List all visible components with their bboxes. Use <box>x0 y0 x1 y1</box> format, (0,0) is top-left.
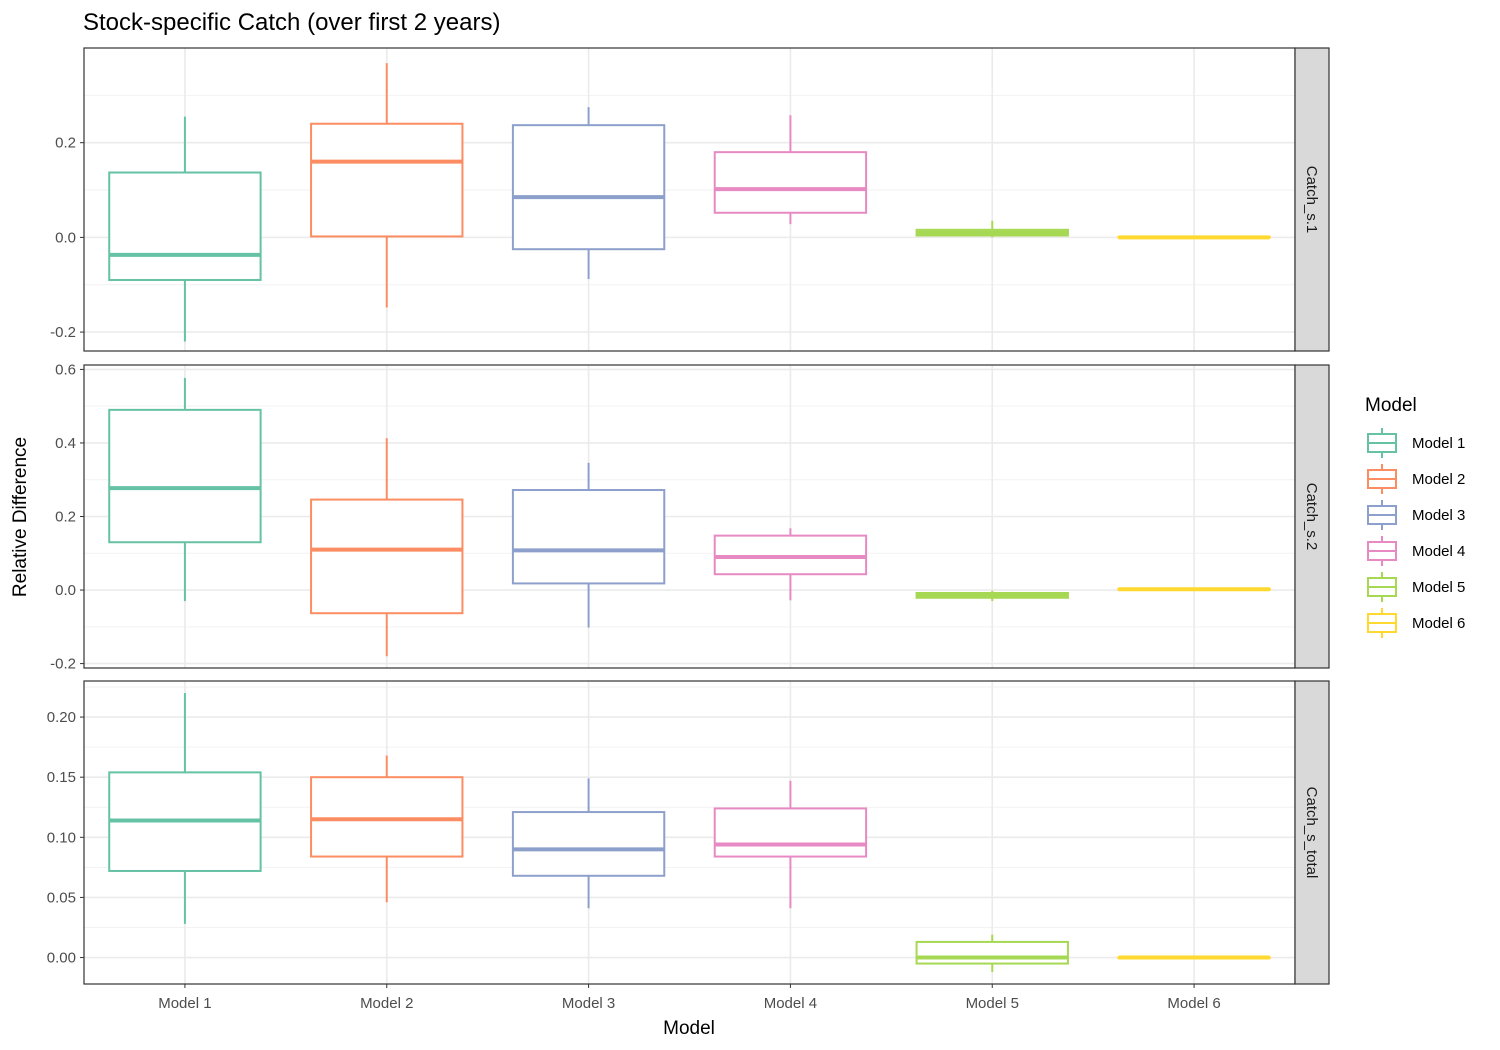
legend-label: Model 1 <box>1412 435 1465 452</box>
y-tick-label: 0.2 <box>55 135 76 152</box>
legend-title: Model <box>1365 395 1417 416</box>
x-tick-label: Model 2 <box>360 995 413 1012</box>
y-tick-label: 0.0 <box>55 229 76 246</box>
panel-background <box>84 48 1295 351</box>
x-tick-label: Model 6 <box>1167 995 1220 1012</box>
y-tick-label: -0.2 <box>50 656 76 673</box>
legend-key-2 <box>1368 464 1396 494</box>
x-axis: Model 1 Model 2 Model 3 Model 4 Model 5 Model… <box>158 984 1221 1012</box>
legend-label: Model 5 <box>1412 579 1465 596</box>
legend-key-3 <box>1368 500 1396 530</box>
box-iqr <box>109 173 260 280</box>
box-model-6 <box>1118 958 1269 959</box>
y-axis-title: Relative Difference <box>10 437 31 597</box>
legend-label: Model 6 <box>1412 615 1465 632</box>
box-iqr <box>513 125 664 249</box>
panel-2: -0.2 0.0 0.2 0.4 0.6 Catch_s.2 <box>50 361 1329 672</box>
legend-label: Model 2 <box>1412 471 1465 488</box>
box-iqr <box>715 808 866 856</box>
legend-key-1 <box>1368 428 1396 458</box>
box-iqr <box>513 490 664 583</box>
x-tick-label: Model 5 <box>966 995 1019 1012</box>
legend-key-6 <box>1368 608 1396 638</box>
y-tick-label: 0.6 <box>55 361 76 378</box>
facet-strip-label: Catch_s_total <box>1303 787 1320 879</box>
panel-3: 0.00 0.05 0.10 0.15 0.20 Catch_s_total <box>47 681 1329 984</box>
legend-key-4 <box>1368 536 1396 566</box>
legend-label: Model 3 <box>1412 507 1465 524</box>
y-tick-label: 0.20 <box>47 709 76 726</box>
box-iqr <box>311 777 462 856</box>
legend-key-5 <box>1368 572 1396 602</box>
facet-panels: -0.2 0.0 0.2 Catch_s.1 -0.2 0.0 0.2 0.4 0.6 Catch… <box>47 48 1329 984</box>
y-tick-label: 0.10 <box>47 829 76 846</box>
box-iqr <box>513 812 664 876</box>
y-tick-label: 0.4 <box>55 435 76 452</box>
y-tick-label: 0.0 <box>55 582 76 599</box>
x-tick-label: Model 1 <box>158 995 211 1012</box>
box-iqr <box>311 124 462 237</box>
legend-label: Model 4 <box>1412 543 1465 560</box>
legend: Model Model 1 Model 2 Model 3 Model 4 Model 5… <box>1365 395 1465 638</box>
y-tick-label: -0.2 <box>50 324 76 341</box>
facet-strip-label: Catch_s.2 <box>1303 483 1320 551</box>
box-iqr <box>311 500 462 614</box>
y-tick-label: 0.05 <box>47 889 76 906</box>
box-model-6 <box>1118 589 1269 590</box>
box-model-6 <box>1118 237 1269 238</box>
chart-title: Stock-specific Catch (over first 2 years… <box>83 9 500 36</box>
y-tick-label: 0.00 <box>47 950 76 967</box>
x-axis-title: Model <box>663 1018 715 1039</box>
y-tick-label: 0.15 <box>47 769 76 786</box>
panel-1: -0.2 0.0 0.2 Catch_s.1 <box>50 48 1329 351</box>
box-iqr <box>109 410 260 542</box>
box-iqr <box>715 536 866 575</box>
x-tick-label: Model 4 <box>764 995 817 1012</box>
x-tick-label: Model 3 <box>562 995 615 1012</box>
box-iqr <box>715 152 866 213</box>
facet-strip-label: Catch_s.1 <box>1303 166 1320 234</box>
box-iqr <box>917 942 1068 964</box>
y-tick-label: 0.2 <box>55 509 76 526</box>
panel-background <box>84 681 1295 984</box>
